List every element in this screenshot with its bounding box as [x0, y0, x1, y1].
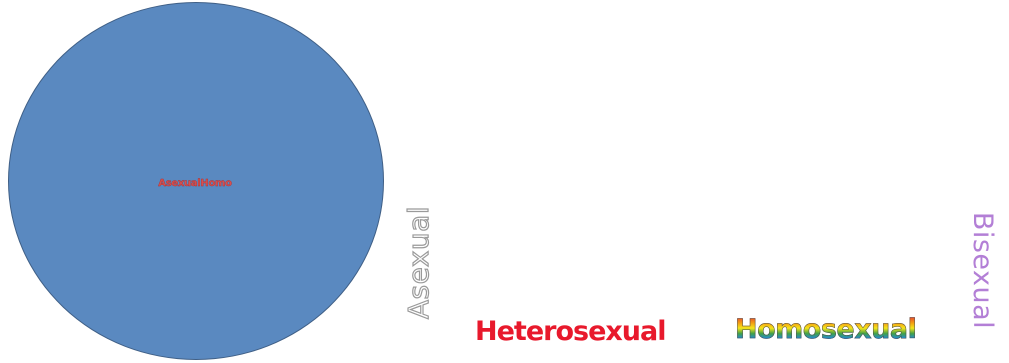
homosexual-label: Homosexual: [735, 314, 917, 345]
asexual-label-container: Asexual: [399, 196, 439, 328]
heterosexual-label: Heterosexual: [475, 316, 666, 347]
blue-circle: [8, 2, 384, 360]
bisexual-label: Bisexual: [967, 211, 999, 329]
asexual-label: Asexual: [402, 205, 436, 319]
bisexual-label-container: Bisexual: [960, 205, 1006, 335]
circle-label: AsexualHomo: [158, 178, 232, 189]
